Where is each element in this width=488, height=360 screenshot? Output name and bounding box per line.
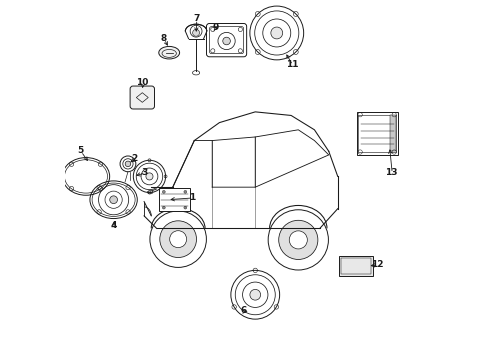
- Text: 13: 13: [385, 168, 397, 177]
- Circle shape: [183, 206, 186, 209]
- Bar: [356, 112, 397, 155]
- Circle shape: [289, 231, 306, 249]
- Ellipse shape: [147, 190, 153, 194]
- Text: 1: 1: [189, 193, 195, 202]
- Bar: [338, 256, 372, 276]
- Text: 5: 5: [77, 146, 83, 155]
- Circle shape: [267, 210, 328, 270]
- Text: 12: 12: [370, 260, 383, 269]
- Circle shape: [160, 221, 196, 257]
- Text: 6: 6: [240, 306, 246, 315]
- Circle shape: [162, 190, 165, 193]
- Circle shape: [125, 161, 130, 167]
- Text: 7: 7: [192, 14, 199, 23]
- Circle shape: [183, 190, 186, 193]
- Text: 11: 11: [285, 60, 298, 69]
- Circle shape: [169, 231, 186, 248]
- Circle shape: [145, 173, 153, 180]
- Circle shape: [150, 211, 206, 267]
- Text: 10: 10: [136, 78, 148, 87]
- FancyBboxPatch shape: [130, 86, 154, 109]
- Circle shape: [223, 37, 230, 45]
- Circle shape: [270, 27, 282, 39]
- Circle shape: [278, 220, 317, 260]
- Bar: [340, 258, 370, 274]
- Text: 8: 8: [160, 34, 166, 43]
- Text: 4: 4: [110, 221, 117, 230]
- Circle shape: [162, 206, 165, 209]
- Ellipse shape: [159, 46, 179, 59]
- Bar: [389, 116, 396, 151]
- Bar: [159, 188, 189, 211]
- Circle shape: [192, 30, 199, 36]
- Text: 9: 9: [212, 23, 219, 32]
- Text: 2: 2: [131, 154, 137, 163]
- Bar: [358, 116, 395, 152]
- Circle shape: [249, 289, 260, 300]
- Text: 3: 3: [142, 168, 148, 177]
- Circle shape: [109, 196, 117, 204]
